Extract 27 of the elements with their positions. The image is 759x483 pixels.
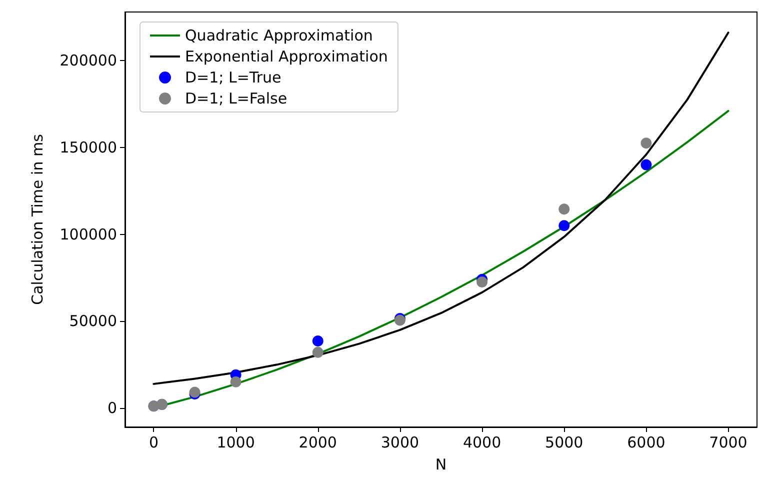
legend-label: Exponential Approximation (185, 48, 388, 66)
legend-label: D=1; L=False (185, 90, 288, 108)
x-tick-label: 2000 (298, 434, 337, 452)
point (230, 376, 242, 388)
y-tick-label: 100000 (60, 225, 117, 244)
point (558, 204, 570, 215)
y-tick-label: 50000 (69, 312, 117, 330)
x-axis-title: N (435, 456, 447, 474)
point (312, 336, 324, 347)
x-tick-label: 7000 (709, 434, 748, 452)
x-tick-label: 6000 (627, 434, 666, 452)
point (312, 346, 324, 358)
point (640, 138, 652, 149)
y-tick-label: 0 (107, 398, 117, 417)
y-axis-title: Calculation Time in ms (28, 134, 46, 305)
legend-label: Quadratic Approximation (185, 26, 373, 44)
legend-label: D=1; L=True (185, 68, 282, 86)
point (558, 220, 570, 232)
x-tick-label: 5000 (545, 434, 584, 452)
x-tick-label: 0 (148, 434, 158, 452)
y-tick-label: 200000 (60, 52, 117, 70)
point (476, 276, 488, 288)
x-tick-label: 4000 (462, 434, 502, 452)
y-tick-label: 150000 (60, 138, 117, 156)
x-tick-label: 3000 (380, 434, 420, 452)
x-tick-label: 1000 (216, 434, 255, 452)
point (640, 159, 652, 170)
